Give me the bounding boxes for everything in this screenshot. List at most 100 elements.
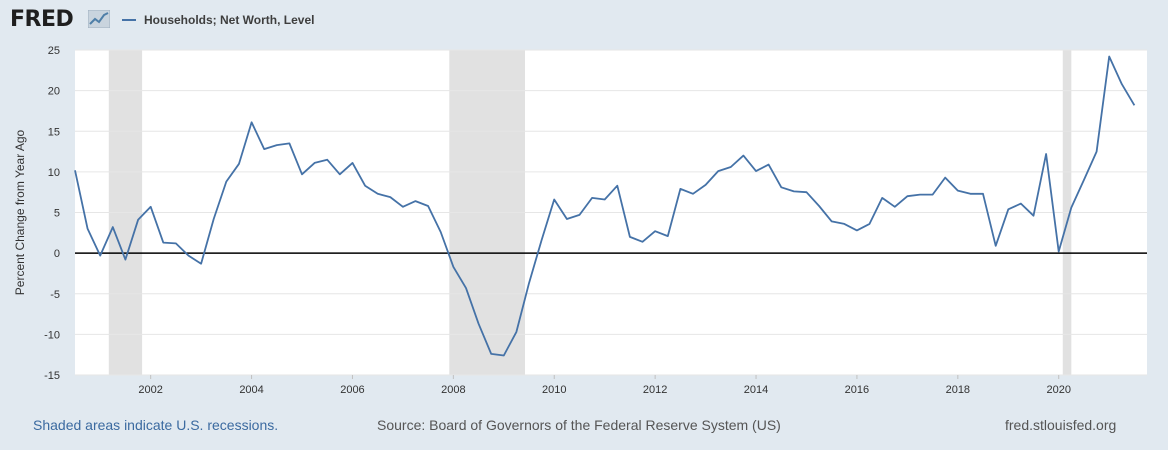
data-point[interactable] [816, 203, 822, 209]
data-point[interactable] [980, 191, 986, 197]
data-point[interactable] [236, 161, 242, 167]
data-point[interactable] [993, 243, 999, 249]
data-point[interactable] [1131, 102, 1137, 108]
data-point[interactable] [867, 221, 873, 227]
y-axis-label: Percent Change from Year Ago [13, 129, 27, 295]
data-point[interactable] [438, 229, 444, 235]
data-point[interactable] [803, 189, 809, 195]
data-point[interactable] [173, 240, 179, 246]
data-point[interactable] [450, 264, 456, 270]
data-point[interactable] [211, 216, 217, 222]
data-point[interactable] [501, 353, 507, 359]
data-point[interactable] [186, 253, 192, 259]
data-point[interactable] [576, 212, 582, 218]
data-point[interactable] [904, 193, 910, 199]
data-point[interactable] [917, 192, 923, 198]
data-point[interactable] [690, 191, 696, 197]
data-point[interactable] [1005, 206, 1011, 212]
fred-logo-text: FRED [10, 7, 74, 32]
series-line[interactable] [74, 55, 1136, 357]
data-point[interactable] [841, 221, 847, 227]
data-point[interactable] [753, 168, 759, 174]
data-point[interactable] [97, 253, 103, 259]
data-point[interactable] [110, 224, 116, 230]
y-tick-label: -10 [44, 329, 60, 341]
data-point[interactable] [665, 233, 671, 239]
x-tick-label: 2018 [946, 384, 970, 396]
data-point[interactable] [375, 191, 381, 197]
data-point[interactable] [942, 175, 948, 181]
site-link[interactable]: fred.stlouisfed.org [1005, 417, 1117, 433]
data-point[interactable] [1106, 54, 1112, 60]
data-point[interactable] [413, 198, 419, 204]
data-point[interactable] [829, 218, 835, 224]
x-tick-label: 2006 [340, 384, 364, 396]
data-point[interactable] [703, 182, 709, 188]
data-point[interactable] [652, 228, 658, 234]
data-point[interactable] [955, 188, 961, 194]
data-point[interactable] [337, 171, 343, 177]
legend-label[interactable]: Households; Net Worth, Level [144, 13, 315, 27]
data-point[interactable] [740, 153, 746, 159]
data-point[interactable] [324, 157, 330, 163]
x-tick-label: 2008 [441, 384, 465, 396]
data-point[interactable] [425, 203, 431, 209]
data-point[interactable] [766, 162, 772, 168]
data-point[interactable] [1056, 249, 1062, 255]
y-tick-label: -5 [50, 289, 60, 301]
data-point[interactable] [148, 204, 154, 210]
data-point[interactable] [513, 329, 519, 335]
line-chart[interactable]: 25 20 15 10 5 0 -5 -10 -15 2002 2004 2006 2008 2010 20… [0, 40, 1168, 414]
data-point[interactable] [627, 234, 633, 240]
data-point[interactable] [249, 119, 255, 125]
data-point[interactable] [488, 351, 494, 357]
data-point[interactable] [463, 285, 469, 291]
data-point[interactable] [589, 195, 595, 201]
data-point[interactable] [854, 227, 860, 233]
data-point[interactable] [135, 217, 141, 223]
data-point[interactable] [614, 183, 620, 189]
recession-note-link[interactable]: Shaded areas indicate U.S. recessions. [33, 417, 279, 433]
data-point[interactable] [564, 216, 570, 222]
data-point[interactable] [677, 186, 683, 192]
data-point[interactable] [778, 184, 784, 190]
data-point[interactable] [715, 168, 721, 174]
data-point[interactable] [892, 204, 898, 210]
data-point[interactable] [362, 183, 368, 189]
data-point[interactable] [967, 191, 973, 197]
data-point[interactable] [1068, 205, 1074, 211]
data-point[interactable] [1030, 213, 1036, 219]
data-point[interactable] [286, 140, 292, 146]
data-point[interactable] [602, 197, 608, 203]
legend-line-swatch [122, 19, 136, 21]
data-point[interactable] [1094, 149, 1100, 155]
data-point[interactable] [930, 192, 936, 198]
data-point[interactable] [1119, 81, 1125, 87]
data-point[interactable] [387, 194, 393, 200]
data-point[interactable] [274, 142, 280, 148]
x-tick-label: 2004 [239, 384, 263, 396]
data-point[interactable] [539, 237, 545, 243]
data-point[interactable] [791, 188, 797, 194]
data-point[interactable] [223, 179, 229, 185]
data-point[interactable] [299, 171, 305, 177]
data-point[interactable] [728, 164, 734, 170]
data-point[interactable] [879, 195, 885, 201]
data-point[interactable] [1043, 151, 1049, 157]
data-point[interactable] [72, 167, 78, 173]
data-point[interactable] [261, 146, 267, 152]
chart-header: FRED Households; Net Worth, Level [0, 0, 1168, 40]
data-point[interactable] [1018, 201, 1024, 207]
data-point[interactable] [349, 160, 355, 166]
data-point[interactable] [160, 240, 166, 246]
data-point[interactable] [640, 239, 646, 245]
data-point[interactable] [526, 280, 532, 286]
data-point[interactable] [312, 160, 318, 166]
data-point[interactable] [1081, 177, 1087, 183]
data-point[interactable] [400, 204, 406, 210]
data-point[interactable] [85, 226, 91, 232]
data-point[interactable] [198, 261, 204, 267]
data-point[interactable] [476, 321, 482, 327]
data-point[interactable] [122, 257, 128, 263]
data-point[interactable] [551, 197, 557, 203]
